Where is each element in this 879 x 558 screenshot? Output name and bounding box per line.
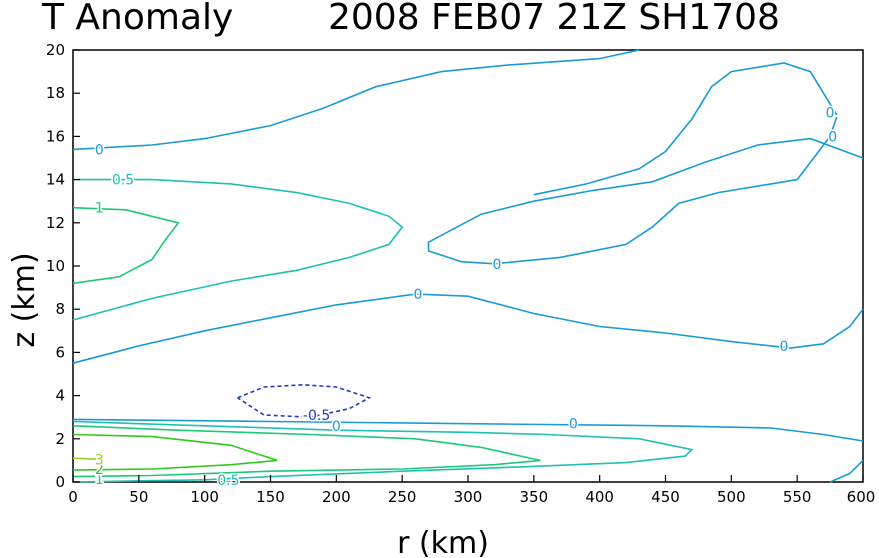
x-tick-label-7: 350 [520,488,549,506]
x-tick-label-0: 0 [68,488,78,506]
contour-line-1-8 [72,206,180,285]
contour-line-0-1 [427,116,864,265]
contour-label-14: 3 [95,452,104,468]
y-tick-label-0: 0 [55,473,65,491]
x-tick-label-3: 150 [256,488,285,506]
contour-label-1: 0 [826,106,835,122]
y-tick-label-5: 10 [46,257,65,275]
contour-line-0-3 [72,293,864,364]
y-tick-label-10: 20 [46,41,65,59]
contour-label-9: 0.5 [112,173,134,189]
x-tick-label-6: 300 [454,488,483,506]
x-tick-label-8: 400 [585,488,614,506]
y-tick-label-9: 18 [46,84,65,102]
y-tick-label-3: 6 [55,343,65,361]
contour-label-2: 0 [828,129,837,145]
x-tick-label-9: 450 [651,488,680,506]
chart-title: T Anomaly [41,0,233,38]
contour-line-0p5-6 [72,178,404,321]
contour-line-3-11 [72,457,100,461]
y-axis-label: z (km) [7,252,42,347]
x-axis-ticks: 0 50 100 150 200 250 300 350 400 450 500 550 600 [68,475,875,506]
contour-label-11: 1 [95,201,104,217]
y-tick-label-4: 8 [55,300,65,318]
contour-lines [72,49,864,483]
contour-label-0: 0 [95,142,104,158]
contour-label-13: 2 [95,462,104,478]
plot-frame [72,49,864,483]
x-tick-label-5: 250 [388,488,417,506]
contour-label-12: 1 [95,472,104,488]
contour-label-7: 0 [332,419,341,435]
contour-line-1-9 [72,425,541,478]
x-axis-label: r (km) [397,526,489,558]
y-axis-ticks: 0 2 4 6 8 10 12 14 16 18 20 [46,41,80,491]
x-tick-label-10: 500 [717,488,746,506]
contour-line-0p5-7 [72,420,694,483]
contour-line-0-0 [72,49,640,151]
x-tick-label-11: 550 [783,488,812,506]
contour-line-0-2 [533,62,838,196]
contour-label-4: 0 [414,287,423,303]
contour-label-5: 0 [780,339,789,355]
y-tick-label-7: 14 [46,171,65,189]
chart-subtitle-date-storm: 2008 FEB07 21Z SH1708 [328,0,780,38]
contour-line-0-4 [72,418,864,442]
contour-label-8: -0.5 [303,408,330,424]
x-tick-label-4: 200 [322,488,351,506]
x-tick-label-2: 100 [190,488,219,506]
contour-label-10: 0.5 [217,473,239,489]
contour-line-neg0p5-12 [237,383,372,419]
contour-line-0-5 [829,459,864,483]
x-tick-label-12: 600 [847,488,876,506]
y-tick-label-8: 16 [46,127,65,145]
y-tick-label-6: 12 [46,214,65,232]
x-tick-label-1: 50 [129,488,148,506]
contour-line-2-10 [72,433,278,471]
contour-label-3: 0 [493,257,502,273]
y-tick-label-1: 2 [55,430,65,448]
contour-label-6: 0 [569,417,578,433]
y-tick-label-2: 4 [55,387,65,405]
